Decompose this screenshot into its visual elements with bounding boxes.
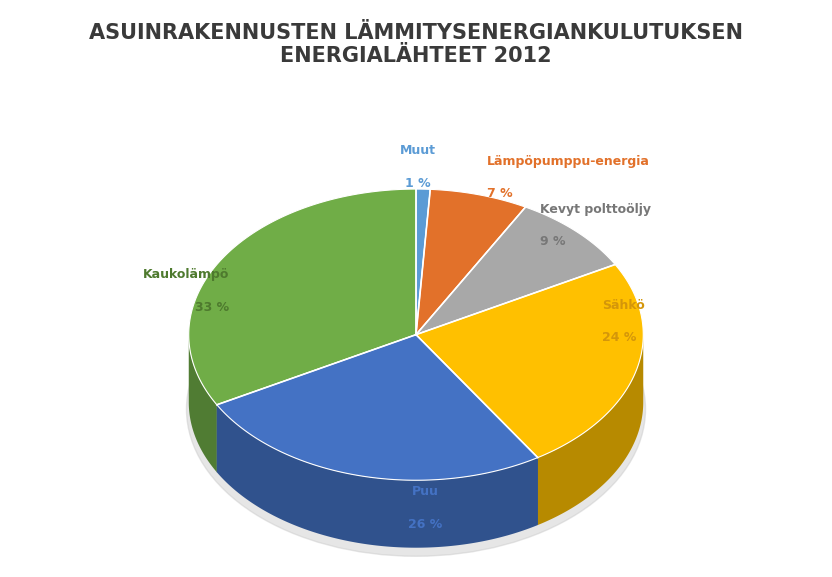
- Polygon shape: [416, 335, 537, 525]
- Text: Puu: Puu: [412, 485, 438, 498]
- Polygon shape: [416, 264, 643, 458]
- Text: Muut: Muut: [399, 144, 436, 157]
- Polygon shape: [416, 207, 615, 335]
- Text: Lämpöpumppu-energia: Lämpöpumppu-energia: [487, 155, 650, 168]
- Polygon shape: [537, 335, 643, 525]
- Text: 24 %: 24 %: [602, 331, 636, 344]
- Polygon shape: [416, 335, 537, 525]
- Polygon shape: [189, 189, 416, 405]
- Polygon shape: [217, 405, 537, 548]
- Text: Sähkö: Sähkö: [602, 298, 645, 312]
- Text: 7 %: 7 %: [487, 188, 513, 200]
- Text: 1 %: 1 %: [405, 177, 431, 190]
- Polygon shape: [217, 335, 416, 472]
- Text: 9 %: 9 %: [540, 235, 566, 248]
- Polygon shape: [217, 335, 537, 480]
- Text: 26 %: 26 %: [408, 518, 442, 530]
- Text: 33 %: 33 %: [196, 301, 230, 314]
- Polygon shape: [217, 335, 416, 472]
- Polygon shape: [189, 335, 217, 472]
- Text: Kevyt polttoöljy: Kevyt polttoöljy: [540, 203, 651, 216]
- Polygon shape: [416, 189, 430, 335]
- Polygon shape: [416, 189, 526, 335]
- Text: Kaukolämpö: Kaukolämpö: [143, 268, 230, 282]
- Text: ASUINRAKENNUSTEN LÄMMITYSENERGIANKULUTUKSEN
ENERGIALÄHTEET 2012: ASUINRAKENNUSTEN LÄMMITYSENERGIANKULUTUK…: [89, 23, 743, 66]
- Ellipse shape: [186, 262, 646, 556]
